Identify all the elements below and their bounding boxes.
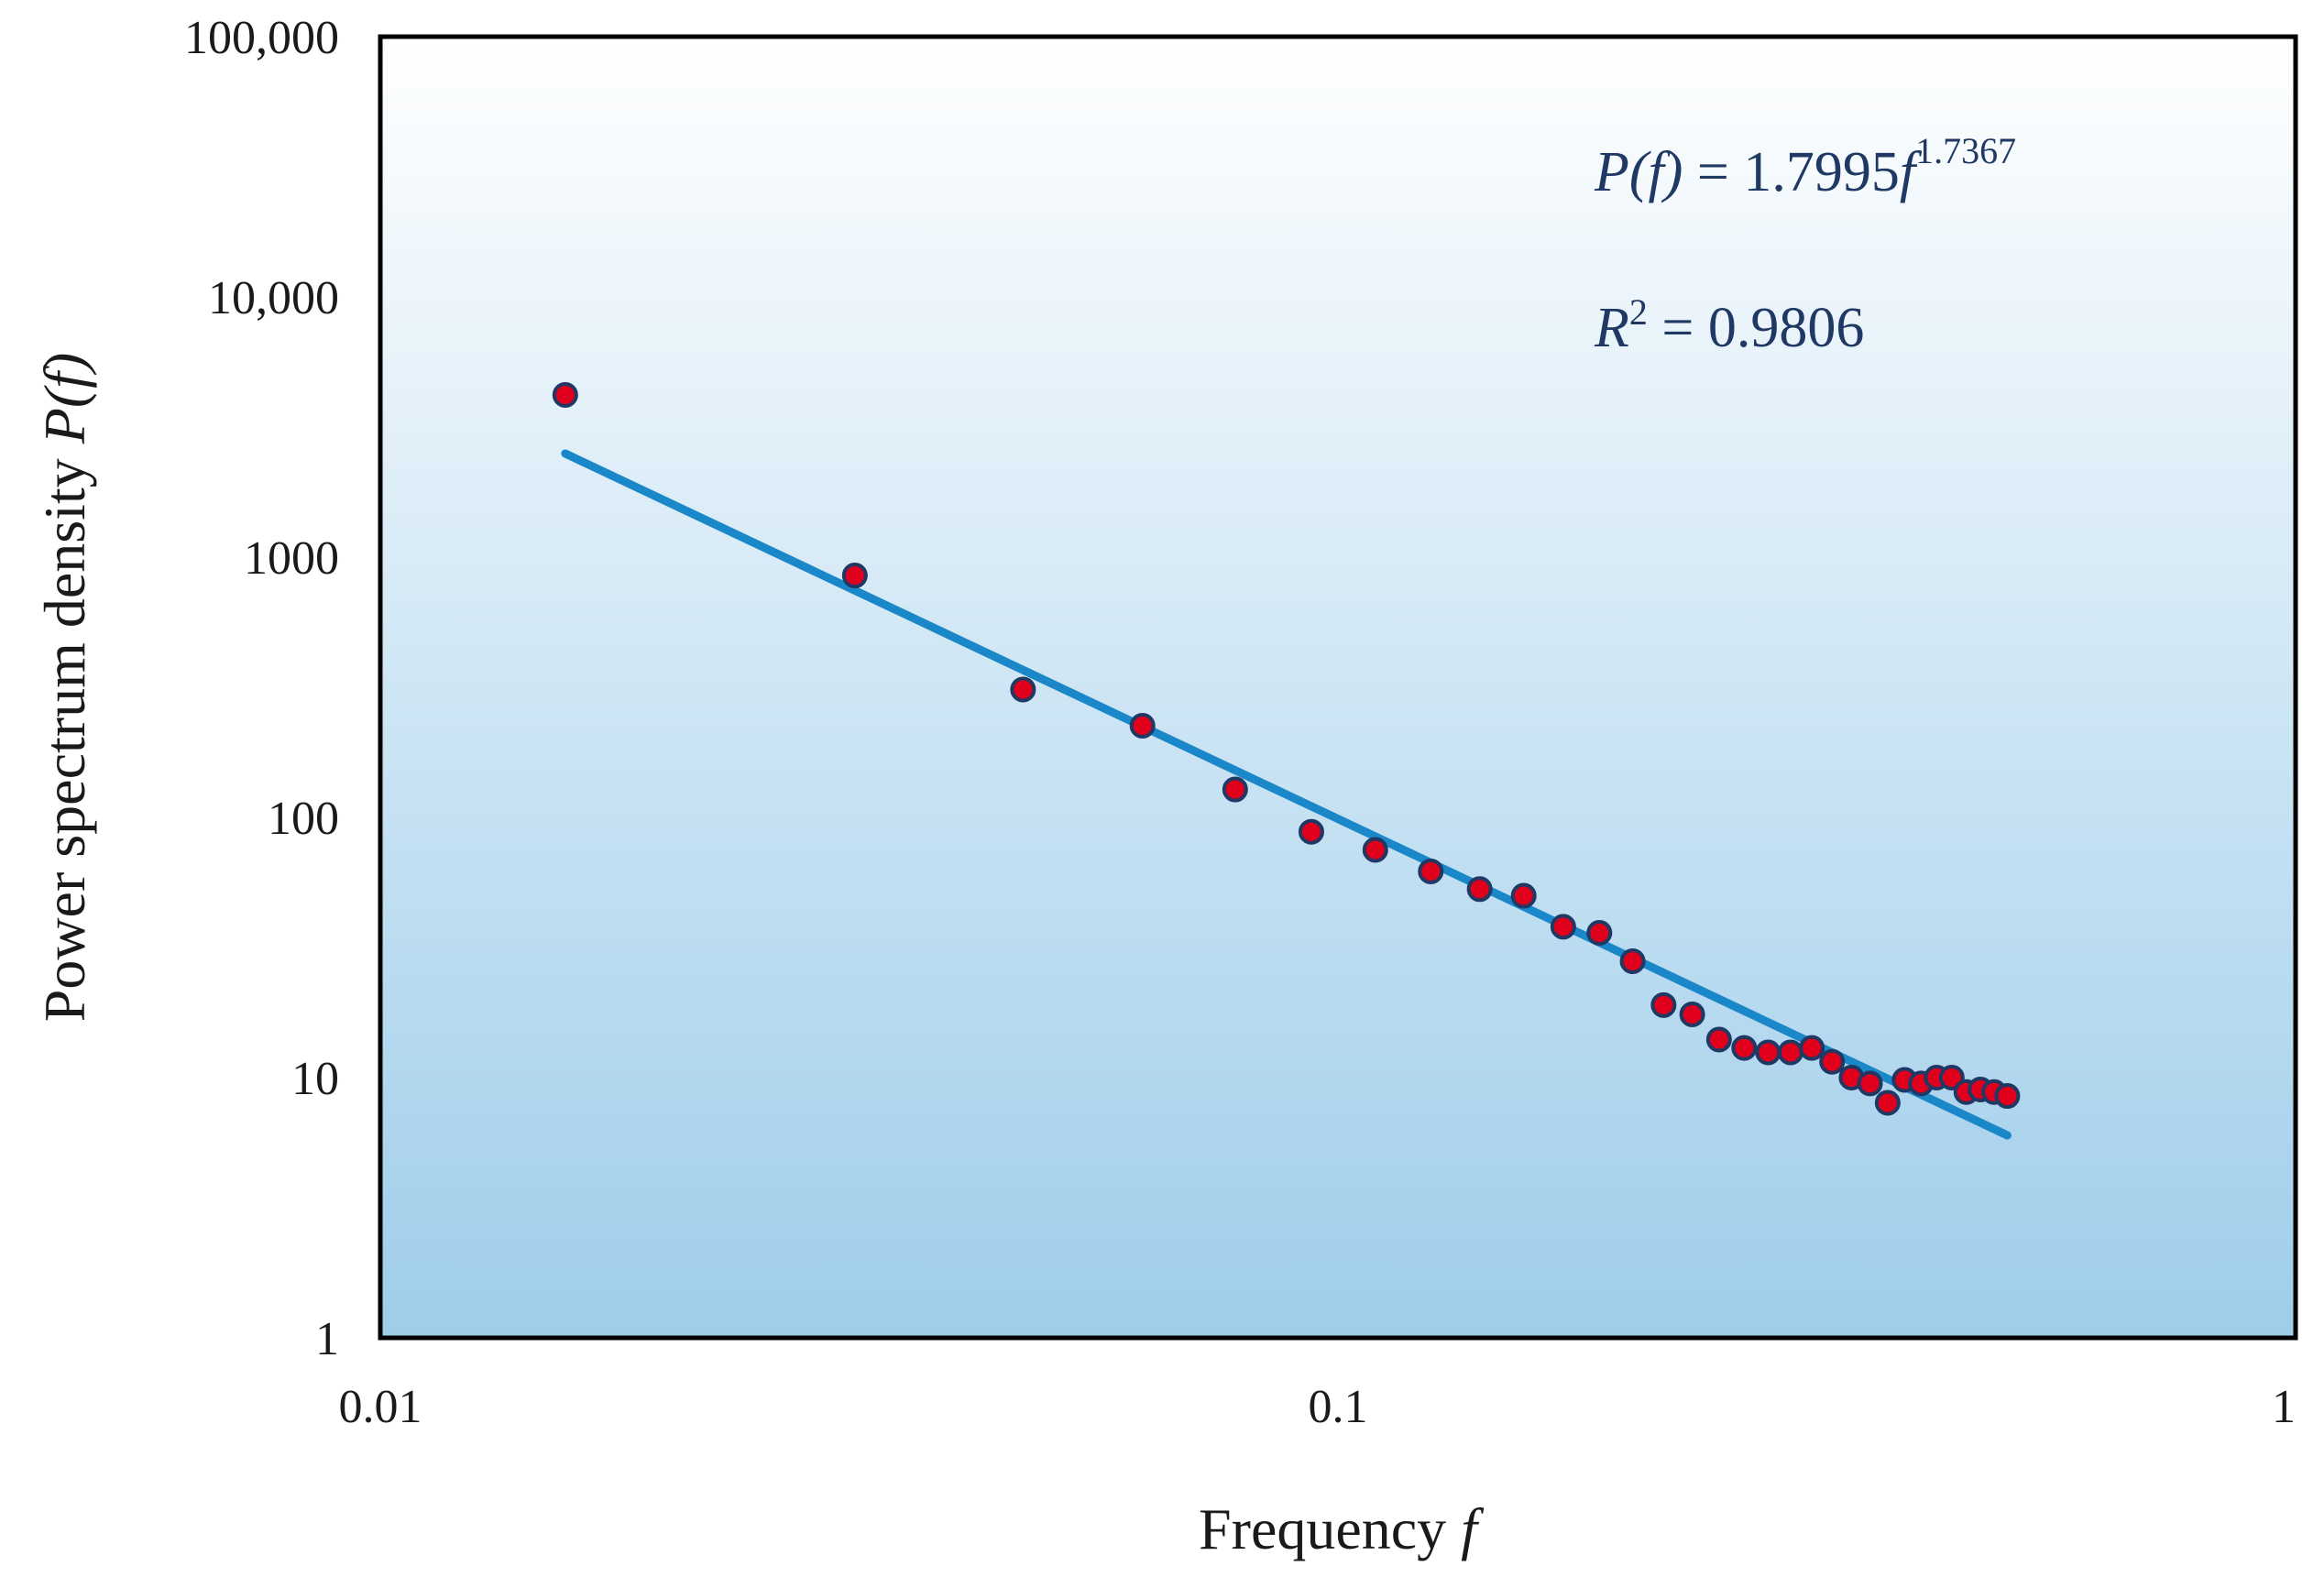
x-axis-title: Frequency f bbox=[1199, 1496, 1485, 1561]
equation-annotation: P(f) = 1.7995f1.7367 bbox=[1594, 130, 2016, 203]
data-point bbox=[1466, 876, 1493, 903]
data-point bbox=[1362, 837, 1388, 863]
plot-area bbox=[378, 34, 2298, 1341]
data-point bbox=[1705, 1026, 1732, 1053]
data-point bbox=[1874, 1090, 1901, 1116]
data-point bbox=[1650, 991, 1677, 1018]
data-point bbox=[1510, 882, 1537, 909]
x-axis-title-text: Frequency bbox=[1199, 1496, 1461, 1561]
x-tick-labels: 0.01 0.1 1 bbox=[339, 1381, 2297, 1433]
y-axis-title: Power spectrum density P(f) bbox=[32, 353, 97, 1023]
data-point bbox=[1755, 1039, 1781, 1066]
data-points bbox=[552, 381, 2021, 1116]
y-tick-label: 10 bbox=[291, 1053, 339, 1105]
data-point bbox=[1857, 1070, 1883, 1097]
data-point bbox=[552, 381, 578, 408]
data-point bbox=[1298, 818, 1324, 845]
data-point bbox=[1222, 776, 1248, 803]
data-point bbox=[1550, 914, 1576, 940]
equation-exponent: 1.7367 bbox=[1915, 130, 2016, 171]
r-squared-label: R bbox=[1594, 297, 1629, 359]
r-squared-value: = 0.9806 bbox=[1648, 297, 1864, 359]
x-tick-label: 0.01 bbox=[339, 1381, 422, 1433]
x-axis-title-var: f bbox=[1461, 1496, 1485, 1561]
y-axis-title-var: P(f) bbox=[32, 353, 97, 445]
data-point bbox=[1994, 1083, 2021, 1110]
x-tick-label: 0.1 bbox=[1309, 1381, 1368, 1433]
data-point bbox=[1819, 1048, 1846, 1075]
y-tick-label: 100,000 bbox=[184, 12, 339, 64]
data-point bbox=[841, 563, 868, 589]
y-tick-label: 1 bbox=[315, 1313, 339, 1365]
r-squared-annotation: R2 = 0.9806 bbox=[1594, 291, 1864, 359]
data-point bbox=[1777, 1039, 1803, 1066]
data-point bbox=[1418, 858, 1444, 884]
data-point bbox=[1799, 1035, 1825, 1061]
x-tick-label: 1 bbox=[2272, 1381, 2296, 1433]
y-tick-label: 100 bbox=[268, 793, 339, 845]
y-tick-label: 1000 bbox=[244, 532, 339, 585]
data-point bbox=[1731, 1035, 1758, 1061]
data-point bbox=[1010, 676, 1036, 703]
data-point bbox=[1619, 948, 1646, 975]
r-squared-sup: 2 bbox=[1629, 291, 1648, 333]
data-point bbox=[1679, 1001, 1705, 1027]
y-axis-title-text: Power spectrum density bbox=[32, 444, 97, 1022]
equation-coefficient: = 1.7995 bbox=[1683, 141, 1899, 203]
equation-lhs: P(f) bbox=[1594, 141, 1683, 203]
data-point bbox=[1129, 712, 1156, 739]
y-tick-labels: 1 10 100 1000 10,000 100,000 bbox=[184, 12, 339, 1365]
data-point bbox=[1586, 920, 1613, 947]
fit-line bbox=[561, 449, 2012, 1140]
y-tick-label: 10,000 bbox=[208, 272, 339, 324]
